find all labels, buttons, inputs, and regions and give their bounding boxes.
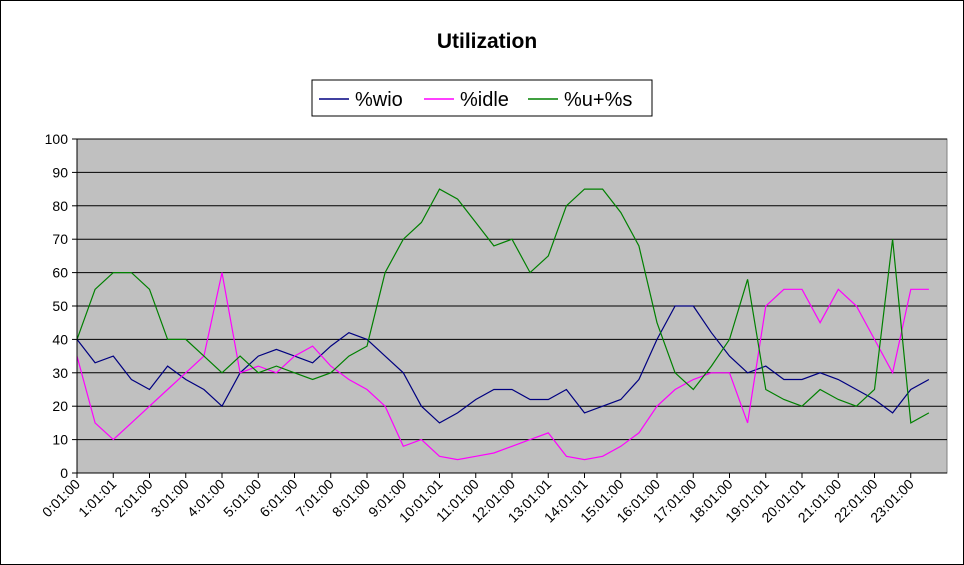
- legend-label-idle: %idle: [460, 89, 509, 111]
- y-tick-label: 60: [52, 265, 68, 281]
- y-tick-label: 10: [52, 432, 68, 448]
- series-line-2: [76, 188, 930, 424]
- legend: %wio %idle %u+%s: [311, 79, 653, 117]
- series-line-0: [76, 305, 930, 424]
- x-tick-label: 2:01:00: [111, 476, 155, 520]
- y-tick-label: 90: [52, 164, 68, 180]
- chart-title: Utilization: [437, 30, 537, 53]
- x-tick-label: 5:01:00: [220, 476, 264, 520]
- x-axis-ticks: 0:01:001:01:012:01:003:01:004:01:005:01:…: [39, 473, 917, 526]
- x-tick-label: 7:01:00: [293, 476, 337, 520]
- x-tick-label: 4:01:00: [184, 476, 228, 520]
- y-tick-label: 70: [52, 231, 68, 247]
- y-tick-label: 30: [52, 365, 68, 381]
- y-axis-ticks: 0 10 20 30 40 50 60 70 80 90 100: [45, 131, 77, 481]
- y-tick-label: 0: [60, 465, 68, 481]
- y-tick-label: 40: [52, 331, 68, 347]
- y-tick-label: 20: [52, 398, 68, 414]
- x-tick-label: 0:01:00: [39, 476, 83, 520]
- legend-box: [311, 79, 653, 117]
- x-tick-label: 8:01:00: [329, 476, 373, 520]
- y-tick-label: 50: [52, 298, 68, 314]
- series-line-1: [76, 272, 929, 461]
- y-tick-label: 80: [52, 198, 68, 214]
- y-tick-label: 100: [45, 131, 69, 147]
- series-lines: [76, 188, 930, 461]
- legend-label-wio: %wio: [355, 89, 403, 111]
- legend-label-us: %u+%s: [564, 89, 632, 111]
- x-tick-label: 3:01:00: [148, 476, 192, 520]
- x-tick-label: 1:01:01: [75, 476, 119, 520]
- x-tick-label: 6:01:00: [256, 476, 300, 520]
